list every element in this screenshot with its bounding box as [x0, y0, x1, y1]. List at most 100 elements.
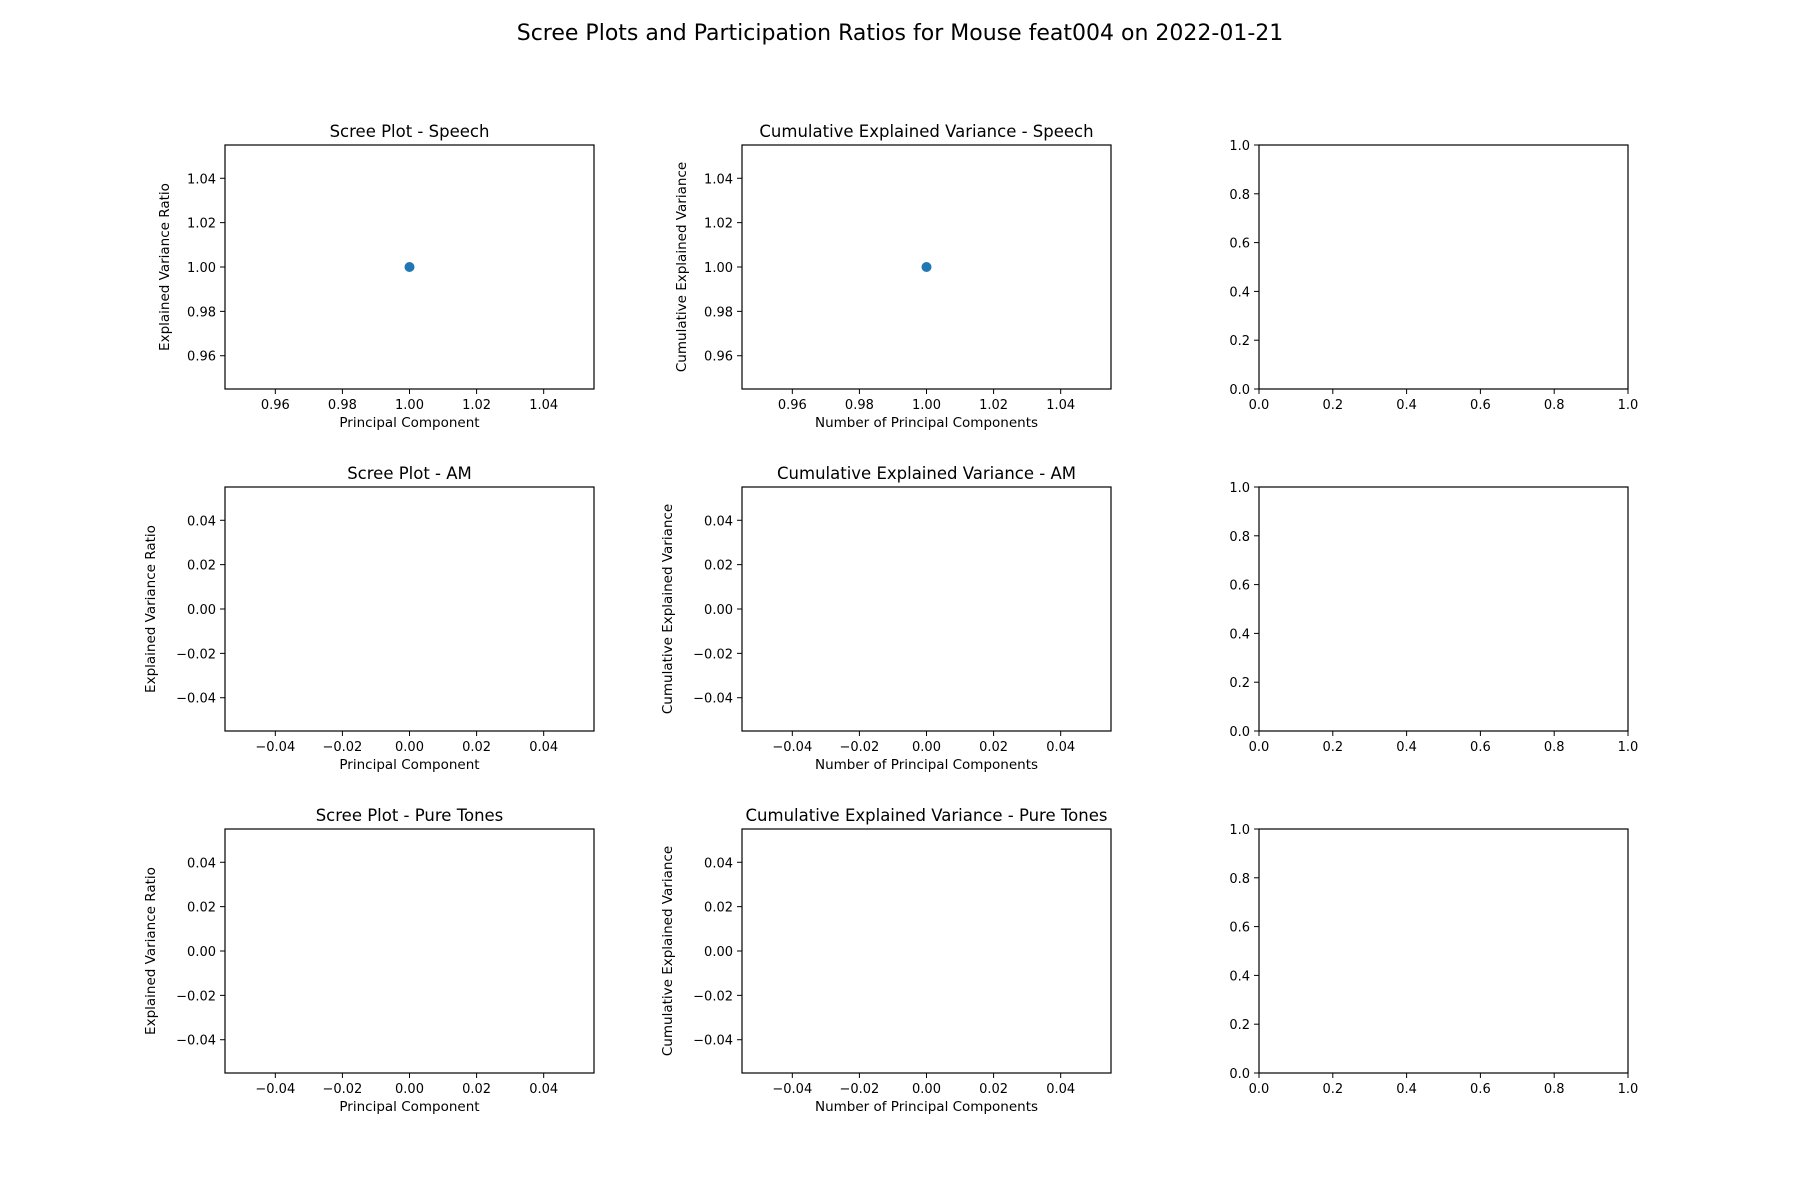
y-tick-label: 0.98	[704, 305, 733, 320]
x-tick-label: 1.00	[912, 398, 941, 413]
y-tick-label: 0.4	[1229, 285, 1250, 300]
subplot-5: −0.04 −0.02 0.00 0.02 0.04 −0.04 −0.02 0.00 0.02…	[660, 464, 1112, 773]
y-tick-label: −0.02	[693, 989, 733, 1004]
x-tick-label: 0.02	[979, 1082, 1008, 1097]
y-axis-label: Cumulative Explained Variance	[660, 846, 676, 1056]
y-axis-label: Cumulative Explained Variance	[674, 162, 690, 372]
y-tick-label: −0.04	[693, 1034, 733, 1049]
x-tick-label: 0.98	[328, 398, 357, 413]
x-tick-label: 0.8	[1544, 398, 1565, 413]
subplot-title: Cumulative Explained Variance - AM	[777, 464, 1076, 483]
y-tick-label: 0.0	[1229, 1067, 1250, 1082]
x-tick-label: 0.04	[1046, 740, 1075, 755]
x-tick-label: 0.96	[261, 398, 290, 413]
subplot-7: −0.04 −0.02 0.00 0.02 0.04 −0.04 −0.02 0.00 0.02…	[143, 806, 595, 1115]
y-tick-label: 0.98	[187, 305, 216, 320]
x-tick-label: 0.4	[1396, 398, 1417, 413]
y-tick-label: −0.04	[693, 692, 733, 707]
x-tick-label: −0.04	[772, 740, 812, 755]
y-tick-label: 1.0	[1229, 481, 1250, 496]
y-tick-label: 0.00	[704, 945, 733, 960]
y-tick-label: 0.02	[187, 559, 216, 574]
data-point	[921, 262, 932, 272]
x-tick-label: 0.2	[1322, 1082, 1343, 1097]
y-tick-label: 0.0	[1229, 725, 1250, 740]
x-tick-label: 1.0	[1618, 398, 1639, 413]
subplot-title: Cumulative Explained Variance - Pure Ton…	[746, 806, 1108, 825]
x-tick-label: −0.04	[772, 1082, 812, 1097]
x-tick-label: 1.0	[1618, 1082, 1639, 1097]
y-tick-label: 0.0	[1229, 383, 1250, 398]
x-tick-label: 1.0	[1618, 740, 1639, 755]
x-tick-label: 0.8	[1544, 740, 1565, 755]
subplot-title: Scree Plot - Pure Tones	[316, 806, 504, 825]
x-tick-label: 0.8	[1544, 1082, 1565, 1097]
x-tick-label: −0.04	[255, 740, 295, 755]
x-tick-label: 0.0	[1249, 1082, 1270, 1097]
y-tick-label: 0.96	[187, 350, 216, 365]
x-tick-label: 0.4	[1396, 740, 1417, 755]
x-tick-label: 0.6	[1470, 398, 1491, 413]
x-tick-label: 0.04	[529, 1082, 558, 1097]
x-tick-label: 0.0	[1249, 740, 1270, 755]
x-tick-label: 0.0	[1249, 398, 1270, 413]
x-tick-label: −0.02	[839, 1082, 879, 1097]
x-tick-label: 1.04	[529, 398, 558, 413]
x-tick-label: 0.04	[529, 740, 558, 755]
y-tick-label: −0.04	[176, 692, 216, 707]
subplot-title: Cumulative Explained Variance - Speech	[759, 122, 1093, 141]
subplot-4: −0.04 −0.02 0.00 0.02 0.04 −0.04 −0.02 0.00 0.02…	[143, 464, 595, 773]
y-tick-label: 1.0	[1229, 139, 1250, 154]
y-tick-label: −0.02	[693, 647, 733, 662]
x-tick-label: 0.6	[1470, 740, 1491, 755]
x-tick-label: 0.04	[1046, 1082, 1075, 1097]
y-tick-label: −0.04	[176, 1034, 216, 1049]
y-tick-label: 0.6	[1229, 579, 1250, 594]
x-tick-label: −0.02	[322, 740, 362, 755]
x-tick-label: 0.00	[395, 1082, 424, 1097]
x-axis-label: Principal Component	[339, 757, 479, 773]
y-tick-label: 1.00	[187, 261, 216, 276]
x-axis-label: Number of Principal Components	[815, 1099, 1038, 1115]
y-tick-label: 0.4	[1229, 969, 1250, 984]
x-tick-label: 1.02	[979, 398, 1008, 413]
y-tick-label: 1.02	[704, 217, 733, 232]
y-tick-label: 0.02	[704, 901, 733, 916]
x-tick-label: 0.2	[1322, 398, 1343, 413]
x-tick-label: 0.4	[1396, 1082, 1417, 1097]
y-tick-label: 0.2	[1229, 1018, 1250, 1033]
axes-frame	[1258, 828, 1629, 1074]
figure-suptitle: Scree Plots and Participation Ratios for…	[517, 21, 1284, 46]
subplot-2: 0.96 0.98 1.00 1.02 1.04 0.96 0.98 1.00 1.02 1.04…	[674, 122, 1112, 431]
data-point	[404, 262, 415, 272]
axes-frame	[1258, 144, 1629, 390]
x-tick-label: 0.98	[845, 398, 874, 413]
y-tick-label: −0.02	[176, 989, 216, 1004]
x-tick-label: 1.00	[395, 398, 424, 413]
x-axis-label: Number of Principal Components	[815, 757, 1038, 773]
x-tick-label: 0.02	[979, 740, 1008, 755]
y-tick-label: 0.00	[704, 603, 733, 618]
y-tick-label: 0.02	[187, 901, 216, 916]
x-tick-label: 0.00	[912, 740, 941, 755]
x-tick-label: 0.00	[912, 1082, 941, 1097]
y-axis-label: Explained Variance Ratio	[143, 867, 159, 1035]
x-tick-label: −0.04	[255, 1082, 295, 1097]
y-tick-label: 0.00	[187, 603, 216, 618]
x-tick-label: 0.00	[395, 740, 424, 755]
y-axis-label: Explained Variance Ratio	[157, 183, 173, 351]
y-tick-label: 1.04	[704, 172, 733, 187]
x-tick-label: 0.02	[462, 740, 491, 755]
y-tick-label: 0.8	[1229, 872, 1250, 887]
x-tick-label: 1.04	[1046, 398, 1075, 413]
x-tick-label: 0.6	[1470, 1082, 1491, 1097]
y-tick-label: 1.02	[187, 217, 216, 232]
y-tick-label: 0.96	[704, 350, 733, 365]
subplot-1: 0.96 0.98 1.00 1.02 1.04 0.96 0.98 1.00 1.02 1.04…	[157, 122, 595, 431]
subplot-title: Scree Plot - Speech	[330, 122, 490, 141]
x-axis-label: Number of Principal Components	[815, 415, 1038, 431]
y-tick-label: 0.8	[1229, 530, 1250, 545]
subplot-grid: 0.96 0.98 1.00 1.02 1.04 0.96 0.98 1.00 1.02 1.04…	[143, 122, 1638, 1115]
y-tick-label: 0.02	[704, 559, 733, 574]
y-tick-label: 0.4	[1229, 627, 1250, 642]
